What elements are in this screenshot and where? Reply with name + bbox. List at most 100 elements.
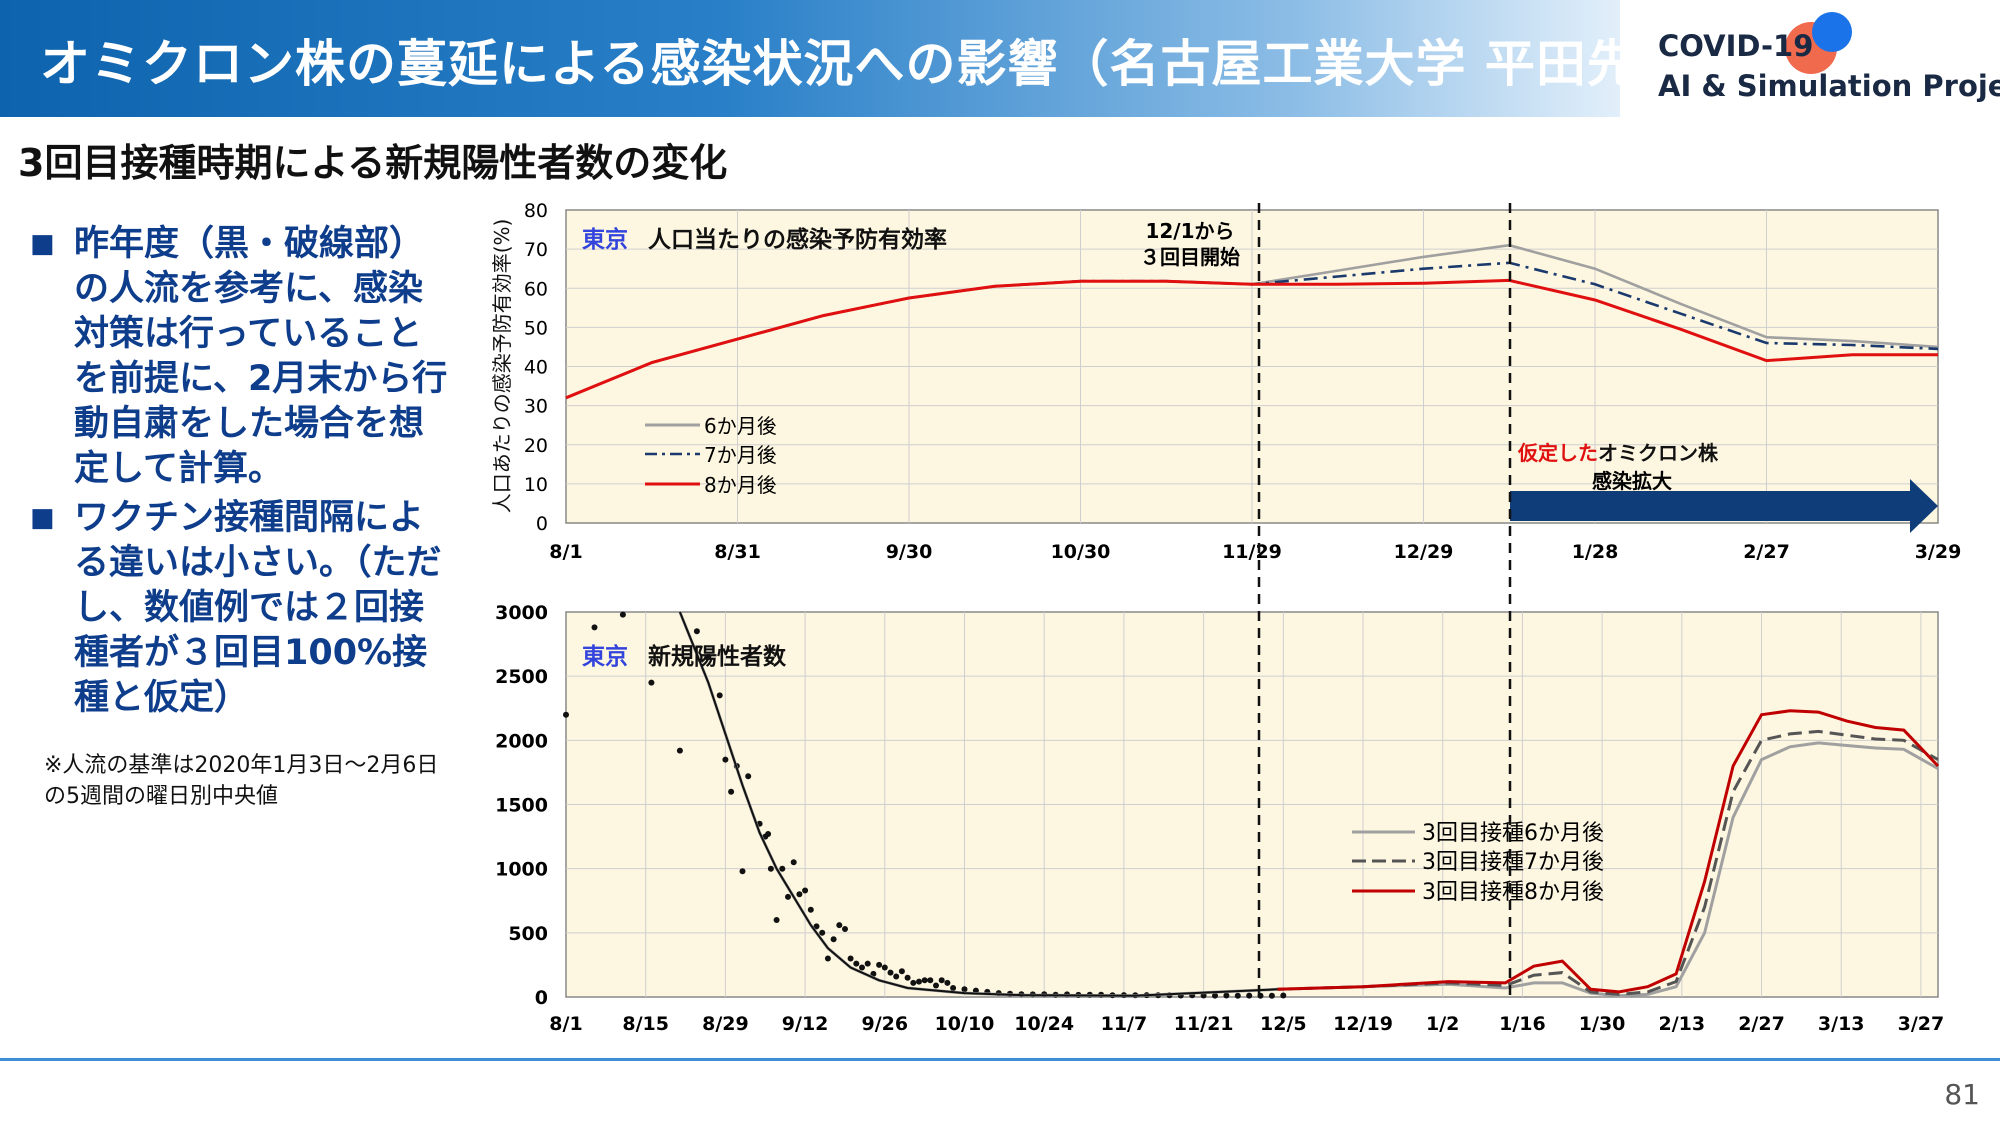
observed-point — [916, 978, 922, 985]
y-tick-label: 40 — [524, 357, 548, 379]
observed-point — [790, 859, 797, 866]
annotation-start-2: ３回目開始 — [1140, 245, 1240, 269]
observed-point — [944, 979, 951, 986]
x-tick-label: 2/27 — [1738, 1013, 1785, 1035]
observed-point — [619, 611, 626, 618]
observed-point — [876, 961, 883, 968]
observed-point — [1246, 992, 1253, 999]
x-tick-label: 3/13 — [1818, 1013, 1865, 1035]
x-tick-label: 9/30 — [886, 541, 933, 563]
observed-point — [859, 964, 865, 971]
observed-point — [807, 906, 814, 913]
observed-point — [813, 923, 820, 930]
observed-point — [870, 970, 877, 977]
observed-point — [893, 973, 900, 980]
legend-label: 3回目接種7か月後 — [1422, 850, 1604, 875]
observed-point — [802, 887, 809, 894]
observed-point — [853, 960, 860, 967]
observed-point — [1280, 992, 1287, 999]
observed-point — [745, 773, 752, 780]
observed-point — [933, 982, 939, 989]
x-tick-label: 8/29 — [702, 1013, 749, 1035]
series-line-3回目接種8か月後 — [1277, 709, 1940, 994]
y-tick-label: 1500 — [495, 795, 548, 817]
y-tick-label: 2000 — [495, 730, 548, 752]
observed-point — [1223, 992, 1230, 999]
y-tick-label: 30 — [524, 396, 548, 418]
bullet-item: ■ 昨年度（黒・破線部）の人流を参考に、感染対策は行っていることを前提に、2月末… — [30, 222, 450, 492]
legend-label: 3回目接種8か月後 — [1422, 880, 1604, 905]
annotation-start: 12/1から — [1145, 219, 1234, 243]
observed-point — [739, 868, 746, 875]
observed-point — [910, 979, 917, 986]
observed-point — [921, 977, 928, 984]
x-tick-label: 8/1 — [549, 541, 582, 563]
x-tick-label: 8/1 — [549, 1013, 582, 1035]
x-tick-label: 2/27 — [1743, 541, 1790, 563]
observed-point — [881, 964, 888, 971]
series-line-8か月後 — [565, 278, 1938, 400]
x-tick-label: 12/19 — [1333, 1013, 1393, 1035]
chart-title: 新規陽性者数 — [648, 643, 787, 670]
chart-title: 人口当たりの感染予防有効率 — [648, 226, 947, 253]
observed-point — [767, 865, 774, 872]
y-tick-label: 3000 — [495, 602, 548, 624]
observed-point — [830, 936, 837, 943]
observed-point — [847, 955, 854, 962]
y-tick-label: 80 — [524, 200, 548, 222]
y-tick-label: 10 — [524, 474, 548, 496]
observed-point — [796, 891, 803, 898]
observed-point — [693, 628, 700, 635]
fitted-history-line — [678, 611, 1278, 997]
observed-point — [1234, 992, 1241, 999]
bullet-text: 昨年度（黒・破線部）の人流を参考に、感染対策は行っていることを前提に、2月末から… — [74, 224, 448, 489]
observed-point — [728, 788, 735, 795]
y-tick-label: 20 — [524, 435, 548, 457]
y-tick-label: 1000 — [495, 859, 548, 881]
x-tick-label: 10/10 — [935, 1013, 995, 1035]
x-tick-label: 11/29 — [1222, 541, 1282, 563]
observed-point — [836, 922, 843, 929]
x-tick-label: 1/2 — [1426, 1013, 1459, 1035]
observed-point — [716, 692, 723, 699]
legend-label: 8か月後 — [704, 473, 777, 497]
observed-point — [887, 969, 894, 976]
x-tick-label: 9/26 — [862, 1013, 909, 1035]
series-line-3回目接種7か月後 — [1277, 729, 1939, 996]
x-tick-label: 1/28 — [1572, 541, 1619, 563]
observed-point — [563, 711, 569, 718]
y-tick-label: 2500 — [495, 666, 548, 688]
legend-label: 7か月後 — [704, 443, 777, 467]
chart-region-label: 東京 — [582, 643, 628, 670]
bullet-item: ■ ワクチン接種間隔による違いは小さい。（ただし、数値例では２回接種者が３回目1… — [30, 496, 450, 721]
annotation-omicron-2: 感染拡大 — [1592, 469, 1672, 493]
observed-point — [773, 917, 780, 923]
x-tick-label: 1/30 — [1579, 1013, 1626, 1035]
x-tick-label: 12/5 — [1260, 1013, 1307, 1035]
y-tick-label: 70 — [524, 239, 548, 261]
annotation-omicron-black: オミクロン株 — [1598, 441, 1719, 465]
omicron-arrow — [1510, 479, 1938, 533]
y-tick-label: 60 — [524, 278, 548, 300]
observed-point — [1268, 992, 1275, 999]
square-bullet-icon: ■ — [30, 503, 55, 533]
y-tick-label: 0 — [536, 513, 548, 535]
x-tick-label: 3/29 — [1915, 541, 1962, 563]
x-tick-label: 8/31 — [714, 541, 761, 563]
observed-point — [705, 653, 712, 660]
annotation-omicron: 仮定したオミクロン株 — [1517, 441, 1719, 465]
observed-point — [842, 926, 848, 932]
bullet-text: ワクチン接種間隔による違いは小さい。（ただし、数値例では２回接種者が３回目100… — [74, 498, 442, 718]
observed-point — [648, 679, 655, 686]
x-tick-label: 12/29 — [1394, 541, 1454, 563]
y-tick-label: 0 — [535, 987, 548, 1009]
cases-chart: 3000 2500 2000 1500 1000 500 08/1 8/15 8/29 9/12 9… — [495, 602, 1944, 1035]
bullet-list: ■ 昨年度（黒・破線部）の人流を参考に、感染対策は行っていることを前提に、2月末… — [30, 222, 450, 725]
page-number: 81 — [1944, 1078, 1980, 1111]
legend-label: 3回目接種6か月後 — [1422, 821, 1604, 846]
annotation-omicron-red: 仮定した — [1517, 441, 1598, 465]
x-tick-label: 10/30 — [1051, 541, 1111, 563]
observed-point — [938, 977, 945, 984]
observed-point — [785, 893, 791, 900]
